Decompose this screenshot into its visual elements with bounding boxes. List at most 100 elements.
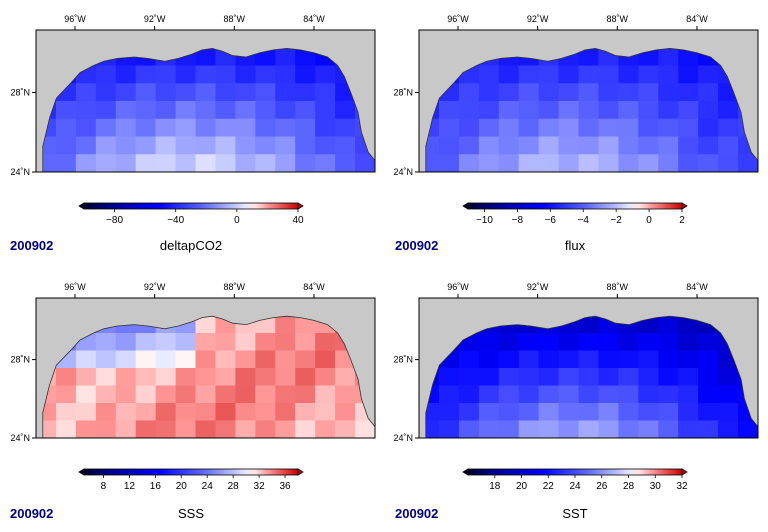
grid-cell: [195, 101, 217, 120]
variable-label: flux: [564, 238, 586, 253]
grid-cell: [458, 368, 480, 387]
grid-cell: [255, 136, 276, 155]
grid-cell: [558, 385, 580, 404]
colorbar-max-arrow: [297, 468, 304, 476]
grid-cell: [678, 420, 699, 439]
grid-cell: [658, 154, 679, 172]
grid-cell: [578, 118, 600, 138]
colorbar-tick-label: −80: [106, 215, 123, 226]
colorbar-tick-label: 24: [202, 481, 214, 492]
grid-cell: [55, 118, 77, 138]
lat-label: 28˚N: [10, 87, 30, 97]
colorbar-tick-label: 22: [543, 481, 555, 492]
grid-cell: [438, 101, 460, 120]
grid-cell: [558, 368, 580, 387]
grid-cell: [295, 385, 316, 404]
grid-cell: [335, 154, 356, 172]
date-label: 200902: [10, 238, 54, 253]
grid-cell: [678, 83, 699, 102]
grid-cell: [55, 420, 77, 439]
grid-cell: [275, 48, 296, 67]
grid-cell: [638, 101, 659, 120]
colorbar-tick-label: −8: [512, 215, 524, 226]
grid-cell: [618, 154, 639, 172]
grid-cell: [255, 83, 276, 102]
grid-cell: [678, 136, 699, 155]
lon-label: 84˚W: [686, 14, 708, 24]
grid-cell: [518, 420, 540, 439]
grid-cell: [235, 118, 256, 138]
grid-cell: [215, 101, 237, 120]
colorbar-tick-label: 26: [596, 481, 608, 492]
colorbar-tick-label: 32: [676, 481, 688, 492]
grid-cell: [478, 385, 500, 404]
grid-cell: [155, 350, 177, 369]
grid-cell: [558, 403, 580, 422]
grid-cell: [235, 368, 256, 387]
grid-cell: [42, 420, 57, 439]
grid-cell: [295, 65, 316, 84]
grid-cell: [255, 154, 276, 172]
grid-cell: [618, 83, 639, 102]
grid-cell: [275, 368, 296, 387]
grid-cell: [718, 154, 739, 172]
grid-cell: [195, 368, 217, 387]
grid-cell: [578, 350, 600, 369]
lon-label: 88˚W: [607, 14, 629, 24]
colorbar-tick-label: 32: [254, 481, 266, 492]
lon-label: 92˚W: [144, 282, 166, 292]
grid-cell: [235, 83, 256, 102]
lon-label: 96˚W: [64, 282, 86, 292]
grid-cell: [115, 154, 137, 172]
colorbar-max-arrow: [681, 468, 688, 476]
data-grid: [42, 48, 375, 172]
grid-cell: [598, 350, 620, 369]
grid-cell: [458, 136, 480, 155]
grid-cell: [295, 316, 316, 334]
grid-cell: [618, 118, 639, 138]
grid-cell: [155, 368, 177, 387]
grid-cell: [315, 350, 336, 369]
grid-cell: [75, 403, 97, 422]
grid-cell: [175, 420, 197, 439]
grid-cell: [598, 385, 620, 404]
grid-cell: [175, 385, 197, 404]
grid-cell: [215, 385, 237, 404]
grid-cell: [295, 48, 316, 67]
grid-cell: [135, 83, 157, 102]
colorbar-tick-label: 28: [623, 481, 635, 492]
grid-cell: [95, 385, 117, 404]
grid-cell: [95, 403, 117, 422]
lat-label: 24˚N: [10, 433, 30, 443]
grid-cell: [458, 350, 480, 369]
grid-cell: [718, 385, 739, 404]
grid-cell: [538, 154, 560, 172]
colorbar: [467, 202, 683, 210]
grid-cell: [698, 65, 719, 84]
grid-cell: [95, 136, 117, 155]
grid-cell: [425, 403, 440, 422]
date-label: 200902: [10, 506, 54, 521]
grid-cell: [598, 403, 620, 422]
colorbar-tick-label: 30: [650, 481, 662, 492]
grid-cell: [215, 154, 237, 172]
grid-cell: [638, 385, 659, 404]
lat-label: 24˚N: [10, 167, 30, 177]
grid-cell: [678, 316, 699, 334]
grid-cell: [315, 403, 336, 422]
grid-cell: [255, 368, 276, 387]
colorbar-min-arrow: [78, 202, 85, 210]
grid-cell: [558, 83, 580, 102]
grid-cell: [215, 83, 237, 102]
grid-cell: [538, 368, 560, 387]
grid-cell: [255, 350, 276, 369]
map-flux: 96˚W 92˚W 88˚W 84˚W 28˚N 24˚N −10 −8 −6 −4 −2 0 2: [393, 14, 759, 226]
map-deltapco2: 96˚W 92˚W 88˚W 84˚W 28˚N 24˚N −80 −40 0 40: [10, 14, 376, 226]
grid-cell: [478, 65, 500, 84]
grid-cell: [578, 420, 600, 439]
lon-label: 96˚W: [447, 14, 469, 24]
grid-cell: [678, 48, 699, 67]
grid-cell: [115, 368, 137, 387]
grid-cell: [578, 154, 600, 172]
colorbar-min-arrow: [462, 468, 469, 476]
